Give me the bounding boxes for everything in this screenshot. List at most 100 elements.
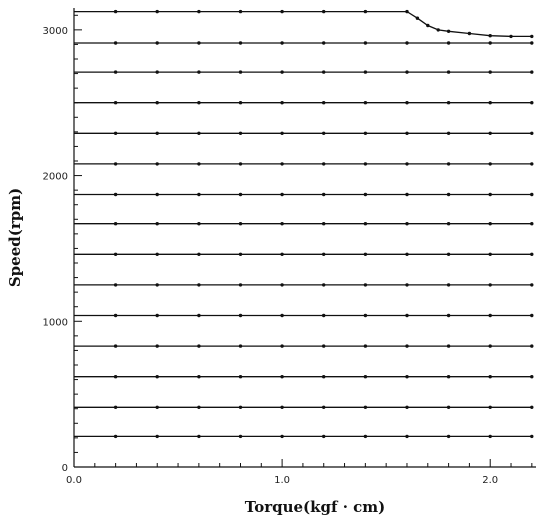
data-point — [405, 252, 409, 256]
data-point — [446, 344, 451, 348]
data-point — [155, 222, 159, 226]
data-point — [238, 192, 243, 197]
data-point — [322, 405, 326, 409]
x-axis-title: Torque(kgf · cm) — [245, 498, 386, 516]
data-point — [155, 405, 159, 409]
data-point — [280, 344, 284, 348]
data-point — [488, 344, 492, 348]
data-point — [446, 283, 451, 287]
data-point — [238, 162, 243, 166]
data-point — [238, 344, 243, 348]
data-point — [322, 313, 326, 318]
data-point — [488, 222, 492, 226]
data-point — [322, 344, 326, 348]
data-point — [113, 70, 118, 74]
data-point — [405, 70, 409, 74]
data-point — [488, 313, 492, 318]
data-point — [238, 313, 243, 318]
data-point — [322, 434, 326, 439]
data-point — [155, 131, 159, 135]
data-point — [530, 405, 534, 409]
data-point — [488, 34, 492, 38]
data-point — [322, 375, 326, 379]
data-point — [280, 252, 284, 256]
data-point — [238, 283, 243, 287]
data-point — [363, 192, 368, 197]
data-point — [280, 192, 284, 197]
data-point — [280, 283, 284, 287]
data-point — [488, 434, 492, 439]
data-point — [238, 41, 243, 45]
data-point — [280, 434, 284, 439]
data-point — [322, 192, 326, 197]
data-point — [113, 375, 118, 379]
data-point — [530, 101, 534, 105]
data-point — [488, 41, 492, 45]
data-point — [238, 405, 243, 409]
data-point — [363, 313, 368, 318]
data-point — [238, 375, 243, 379]
data-point — [415, 16, 420, 20]
data-point — [363, 9, 368, 14]
data-point — [280, 101, 284, 105]
data-point — [155, 101, 159, 105]
data-point — [197, 434, 201, 439]
y-tick-label: 1000 — [43, 317, 68, 328]
data-point — [405, 283, 409, 287]
data-point — [530, 162, 534, 166]
y-tick-label: 0 — [62, 463, 68, 474]
data-point — [363, 344, 368, 348]
data-point — [322, 101, 326, 105]
data-point — [446, 313, 451, 318]
data-point — [530, 222, 534, 226]
data-point — [405, 9, 409, 14]
data-point — [363, 41, 368, 45]
data-point — [238, 101, 243, 105]
data-point — [467, 31, 472, 36]
data-point — [446, 192, 451, 197]
data-point — [488, 405, 492, 409]
data-point — [530, 283, 534, 287]
data-point — [197, 375, 201, 379]
data-point — [446, 29, 451, 33]
data-point — [155, 70, 159, 74]
data-point — [238, 9, 243, 14]
data-point — [488, 70, 492, 74]
data-point — [280, 313, 284, 318]
data-point — [530, 313, 534, 318]
data-point — [426, 23, 430, 28]
data-point — [363, 70, 368, 74]
data-point — [197, 252, 201, 256]
data-point — [113, 131, 118, 135]
data-point — [509, 34, 513, 39]
data-point — [113, 252, 118, 256]
data-point — [113, 222, 118, 226]
data-point — [322, 41, 326, 45]
data-point — [113, 283, 118, 287]
data-point — [280, 9, 284, 14]
data-point — [446, 222, 451, 226]
data-point — [363, 222, 368, 226]
data-point — [155, 434, 159, 439]
data-point — [197, 41, 201, 45]
series-line-15 — [74, 10, 532, 38]
data-point — [363, 405, 368, 409]
data-point — [405, 222, 409, 226]
data-point — [446, 70, 451, 74]
data-point — [405, 405, 409, 409]
data-point — [113, 192, 118, 197]
data-point — [530, 375, 534, 379]
data-point — [488, 162, 492, 166]
chart-marks — [74, 9, 534, 439]
data-point — [155, 344, 159, 348]
data-point — [405, 434, 409, 439]
data-point — [238, 252, 243, 256]
data-point — [530, 192, 534, 197]
data-point — [197, 9, 201, 14]
data-point — [405, 162, 409, 166]
data-point — [436, 28, 440, 32]
data-point — [322, 70, 326, 74]
data-point — [446, 131, 451, 135]
data-point — [197, 101, 201, 105]
